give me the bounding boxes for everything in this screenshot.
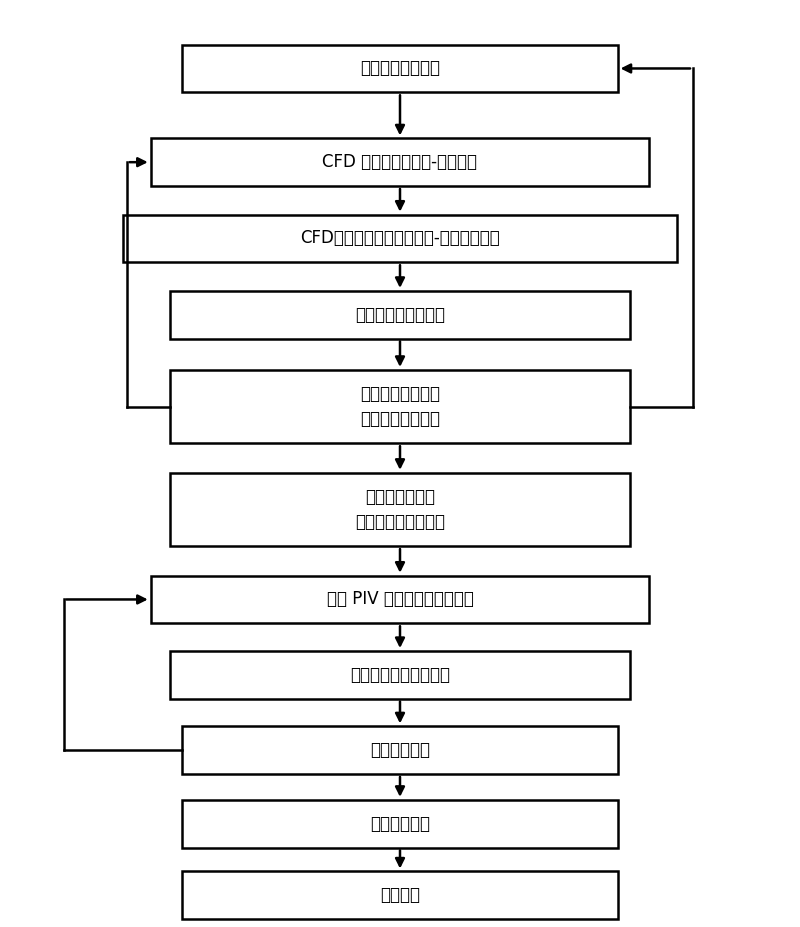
Text: 浑水抗堵塞试验与验证: 浑水抗堵塞试验与验证 bbox=[350, 666, 450, 684]
Text: 激光快速成型高
透明灌水器测试样机: 激光快速成型高 透明灌水器测试样机 bbox=[355, 488, 445, 531]
FancyBboxPatch shape bbox=[170, 651, 630, 699]
FancyBboxPatch shape bbox=[170, 473, 630, 546]
Text: 开模生产: 开模生产 bbox=[380, 886, 420, 904]
FancyBboxPatch shape bbox=[182, 871, 618, 920]
FancyBboxPatch shape bbox=[182, 800, 618, 847]
FancyBboxPatch shape bbox=[182, 44, 618, 93]
Text: 结构参数修正: 结构参数修正 bbox=[370, 741, 430, 759]
Text: 构建 PIV 可视化试验台并测试: 构建 PIV 可视化试验台并测试 bbox=[326, 590, 474, 608]
FancyBboxPatch shape bbox=[170, 291, 630, 338]
Text: 初始流道结构参数: 初始流道结构参数 bbox=[360, 59, 440, 78]
FancyBboxPatch shape bbox=[150, 138, 650, 186]
Text: CFD 单相流数值模拟-水力性能: CFD 单相流数值模拟-水力性能 bbox=[322, 153, 478, 171]
Text: 产品结构定型: 产品结构定型 bbox=[370, 815, 430, 832]
FancyBboxPatch shape bbox=[150, 576, 650, 623]
FancyBboxPatch shape bbox=[123, 214, 677, 262]
Text: 较小含沙量等值线
修正流道结构参数: 较小含沙量等值线 修正流道结构参数 bbox=[360, 385, 440, 428]
FancyBboxPatch shape bbox=[170, 370, 630, 443]
Text: CFD固、液二相流数值模拟-固体颗粒分布: CFD固、液二相流数值模拟-固体颗粒分布 bbox=[300, 229, 500, 248]
FancyBboxPatch shape bbox=[182, 726, 618, 774]
Text: 固体颗粒分布等值线: 固体颗粒分布等值线 bbox=[355, 306, 445, 324]
